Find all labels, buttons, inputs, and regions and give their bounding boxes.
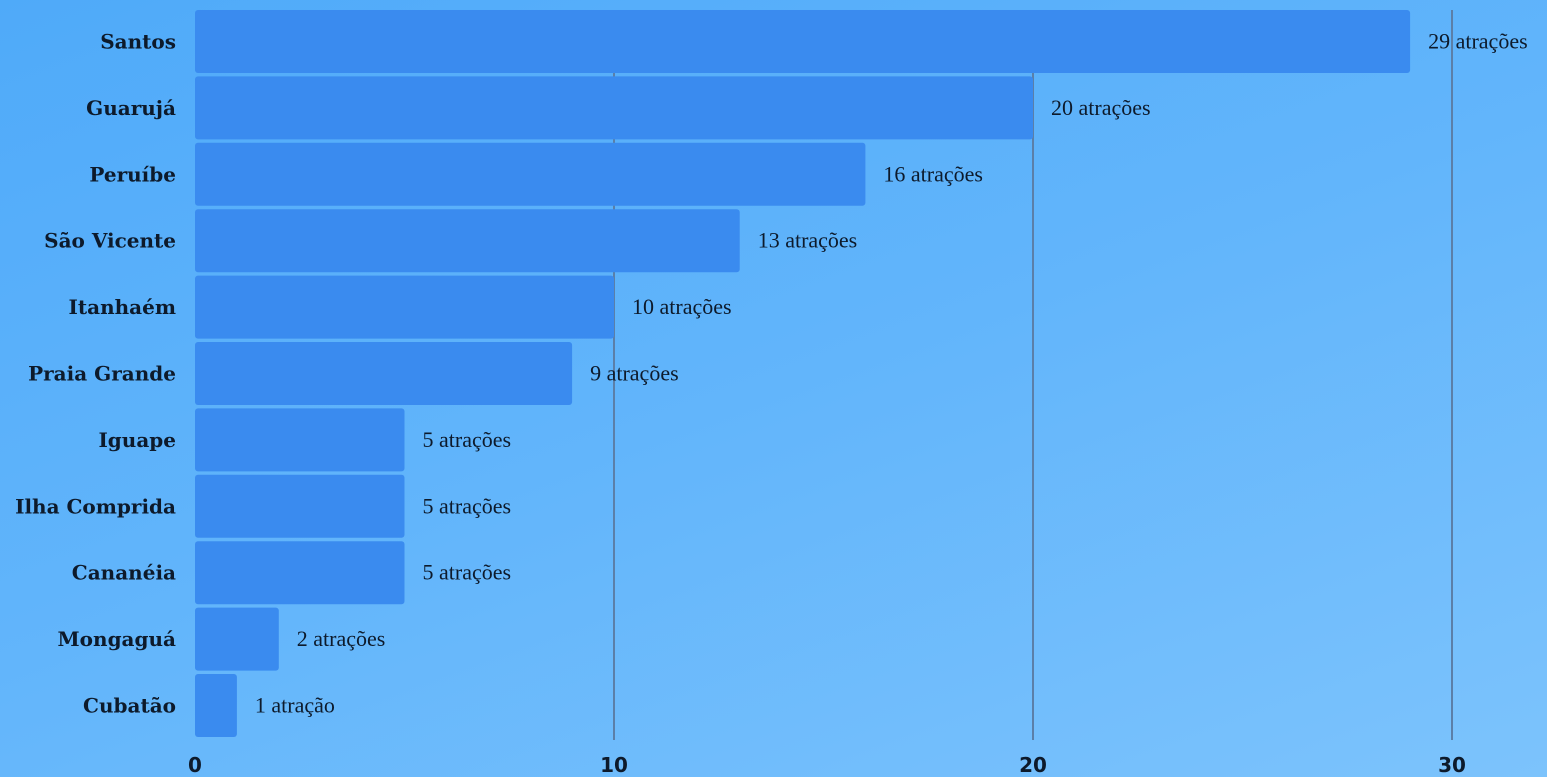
category-label: Cananéia: [72, 561, 176, 585]
category-label: Cubatão: [83, 694, 176, 718]
value-label: 16 atrações: [883, 161, 983, 186]
category-label: Guarujá: [86, 96, 176, 120]
bar-mongagu-: [195, 607, 279, 671]
value-label: 1 atração: [255, 693, 335, 718]
value-label: 10 atrações: [632, 294, 732, 319]
bar-ilha-comprida: [195, 474, 405, 538]
category-label: Ilha Comprida: [15, 494, 176, 518]
bar-praia-grande: [195, 342, 573, 405]
bar-iguape: [195, 408, 405, 472]
category-label: São Vicente: [44, 229, 176, 253]
bar-canan-ia: [195, 541, 405, 605]
category-label: Santos: [100, 30, 176, 54]
category-label: Praia Grande: [28, 362, 176, 386]
bars: [195, 10, 1411, 737]
value-label: 2 atrações: [297, 626, 386, 651]
bar-itanha-m: [195, 275, 614, 339]
category-label: Itanhaém: [69, 295, 176, 319]
value-label: 5 atrações: [423, 427, 512, 452]
category-label: Iguape: [98, 428, 176, 452]
category-label: Peruíbe: [89, 162, 176, 186]
bar-santos: [195, 10, 1411, 73]
labels: 0 10 20 30 Santos 29 atrações Guarujá 20 atraçõ…: [15, 29, 1528, 777]
category-label: Mongaguá: [58, 627, 176, 651]
value-label: 5 atrações: [423, 493, 512, 518]
bar-s-o-vicente: [195, 209, 740, 273]
value-label: 29 atrações: [1428, 29, 1528, 54]
value-label: 9 atrações: [590, 361, 679, 386]
x-tick-label: 10: [600, 753, 628, 777]
x-tick-label: 30: [1438, 753, 1466, 777]
x-tick-label: 0: [188, 753, 202, 777]
value-label: 13 atrações: [758, 228, 858, 253]
bar-cubat-o: [195, 674, 237, 737]
value-label: 5 atrações: [423, 560, 512, 585]
x-tick-label: 20: [1019, 753, 1047, 777]
bar-peru-be: [195, 142, 866, 206]
bar-guaruj-: [195, 76, 1033, 140]
value-label: 20 atrações: [1051, 95, 1151, 120]
